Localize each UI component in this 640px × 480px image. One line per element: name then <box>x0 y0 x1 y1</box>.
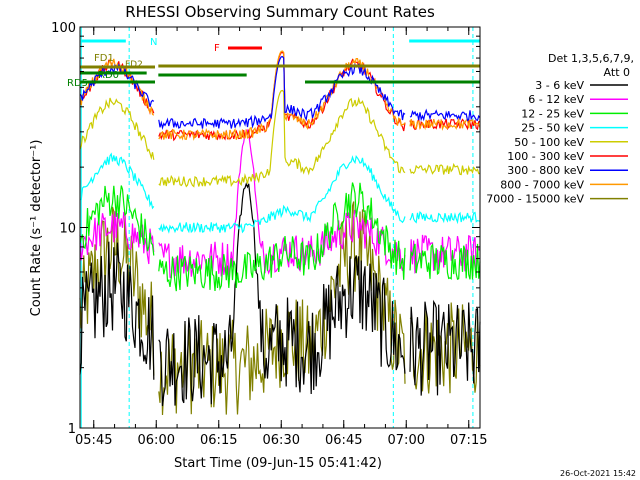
x-axis-ticks: 05:45 06:00 06:15 06:30 06:45 07:00 07:15 <box>75 27 487 448</box>
legend-label: 300 - 800 keV <box>507 164 584 177</box>
y-axis-label: Count Rate (s⁻¹ detector⁻¹) <box>29 140 44 317</box>
x-tick-label: 06:15 <box>200 433 237 448</box>
series-50to100keV-line <box>79 89 481 188</box>
y-tick-label: 100 <box>51 21 76 36</box>
state-label-rd5: RD5 <box>67 78 88 89</box>
series-12to25keV-line <box>79 182 481 292</box>
legend-label: 800 - 7000 keV <box>500 178 584 191</box>
x-tick-label: 06:30 <box>263 433 300 448</box>
state-label-n: N <box>150 37 157 48</box>
legend-header-line2: Att 0 <box>604 66 630 79</box>
series-3to6keV-line <box>79 182 481 407</box>
x-axis-label: Start Time (09-Jun-15 05:41:42) <box>174 456 382 471</box>
legend-label: 12 - 25 keV <box>521 107 584 120</box>
series-layer <box>79 50 481 416</box>
y-tick-label: 1 <box>68 422 76 437</box>
y-tick-label: 10 <box>59 222 76 237</box>
state-label-f: F <box>214 43 220 54</box>
legend-label: 7000 - 15000 keV <box>486 193 584 206</box>
state-bars-layer <box>80 39 480 84</box>
x-tick-label: 05:45 <box>75 433 112 448</box>
legend-header-line1: Det 1,3,5,6,7,9, <box>548 52 634 65</box>
x-tick-label: 06:00 <box>138 433 175 448</box>
series-25to50keV-line <box>79 152 481 234</box>
state-label-rd0: RD0 <box>98 70 119 81</box>
legend-label: 3 - 6 keV <box>535 79 584 92</box>
x-tick-label: 06:45 <box>325 433 362 448</box>
legend-label: 25 - 50 keV <box>521 122 584 135</box>
y-axis-ticks: 1 10 100 <box>51 21 480 437</box>
legend-label: 100 - 300 keV <box>507 150 584 163</box>
x-tick-label: 07:15 <box>450 433 487 448</box>
state-label-fd2: FD2 <box>125 60 143 70</box>
legend-label: 50 - 100 keV <box>514 136 584 149</box>
chart-title: RHESSI Observing Summary Count Rates <box>125 3 435 21</box>
timestamp: 26-Oct-2021 15:42 <box>560 469 636 478</box>
state-label-fd1: FD1 <box>94 53 114 64</box>
x-tick-label: 07:00 <box>388 433 425 448</box>
legend-label: 6 - 12 keV <box>528 93 584 106</box>
